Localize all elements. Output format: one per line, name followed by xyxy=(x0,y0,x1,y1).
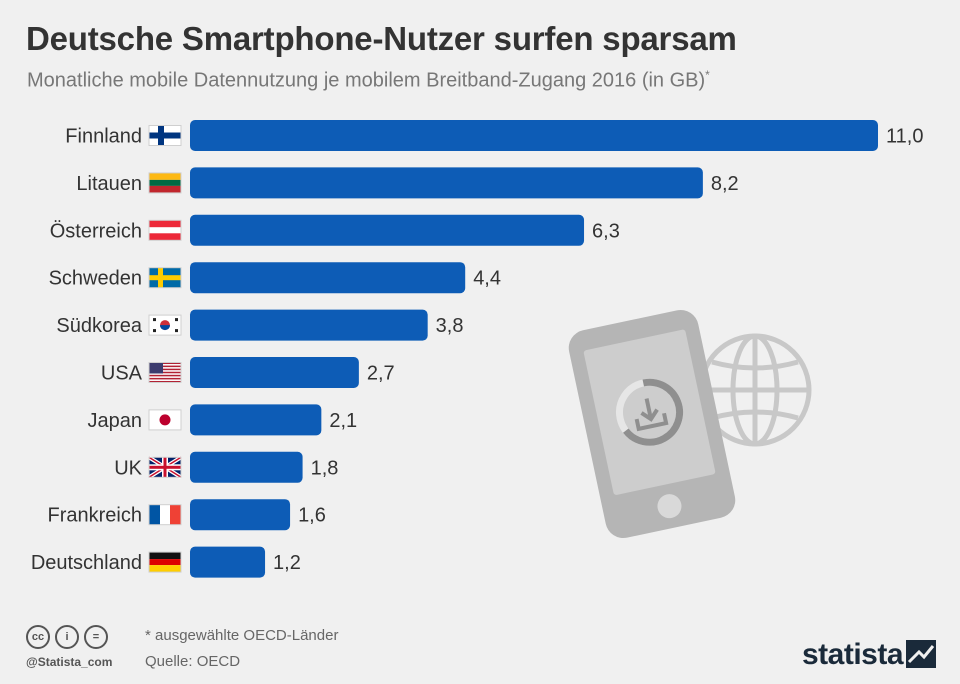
category-label: UK xyxy=(114,457,142,479)
cc-icon: cc xyxy=(26,625,50,649)
data-label: 1,6 xyxy=(298,505,326,527)
data-label: 3,8 xyxy=(436,315,464,337)
france-flag-icon xyxy=(148,504,182,526)
statista-handle: @Statista_com xyxy=(26,655,113,669)
data-label: 1,8 xyxy=(311,457,339,479)
bar-chart: 11,0 Finnland 8,2 Litauen 6,3 Österreich 4,4 Sc… xyxy=(31,120,923,578)
lithuania-flag-icon xyxy=(148,172,182,194)
category-label: Finnland xyxy=(65,126,142,148)
data-label: 1,2 xyxy=(273,552,301,574)
category-label: USA xyxy=(101,363,143,385)
license-icons: cc i = xyxy=(26,625,108,649)
usa-flag-icon xyxy=(148,362,182,383)
bar-südkorea xyxy=(190,309,428,341)
illustration xyxy=(568,309,812,539)
source-text: Quelle: OECD xyxy=(145,653,241,670)
chart-title: Deutsche Smartphone-Nutzer surfen sparsa… xyxy=(26,20,737,57)
attribution-icon: i xyxy=(55,625,79,649)
statista-logo-text: statista xyxy=(802,638,904,671)
bar-uk xyxy=(190,451,303,483)
bar-deutschland xyxy=(190,546,266,578)
bar-frankreich xyxy=(190,499,291,531)
category-label: Litauen xyxy=(76,173,142,195)
smartphone-download-icon xyxy=(568,309,736,539)
bar-finnland xyxy=(190,120,878,151)
statista-logo-icon xyxy=(906,640,936,668)
footnote-mark: * xyxy=(705,68,710,82)
category-label: Frankreich xyxy=(48,505,142,527)
category-label: Japan xyxy=(88,410,143,432)
category-label: Schweden xyxy=(49,268,142,290)
category-label: Südkorea xyxy=(56,315,142,337)
no-derivatives-icon: = xyxy=(84,625,108,649)
data-label: 8,2 xyxy=(711,173,739,195)
bar-usa xyxy=(190,357,359,388)
footnote: * ausgewählte OECD-Länder xyxy=(145,627,339,644)
data-label: 2,7 xyxy=(367,363,395,385)
bar-japan xyxy=(190,404,322,436)
data-label: 4,4 xyxy=(473,268,501,290)
data-label: 2,1 xyxy=(329,410,357,432)
uk-flag-icon xyxy=(147,455,183,479)
sweden-flag-icon xyxy=(148,267,182,289)
category-label: Österreich xyxy=(50,220,142,242)
germany-flag-icon xyxy=(148,551,182,573)
bars-layer: 11,0 Finnland 8,2 Litauen 6,3 Österreich 4,4 Sc… xyxy=(31,120,923,578)
bar-österreich xyxy=(190,214,585,246)
bar-schweden xyxy=(190,262,466,294)
south-korea-flag-icon xyxy=(148,314,182,336)
category-label: Deutschland xyxy=(31,552,142,574)
chart-subtitle: Monatliche mobile Datennutzung je mobile… xyxy=(27,68,710,92)
bar-litauen xyxy=(190,167,703,199)
data-label: 11,0 xyxy=(886,126,923,148)
japan-flag-icon xyxy=(148,409,182,431)
data-label: 6,3 xyxy=(592,220,620,242)
austria-flag-icon xyxy=(148,219,182,241)
finland-flag-icon xyxy=(148,125,182,146)
